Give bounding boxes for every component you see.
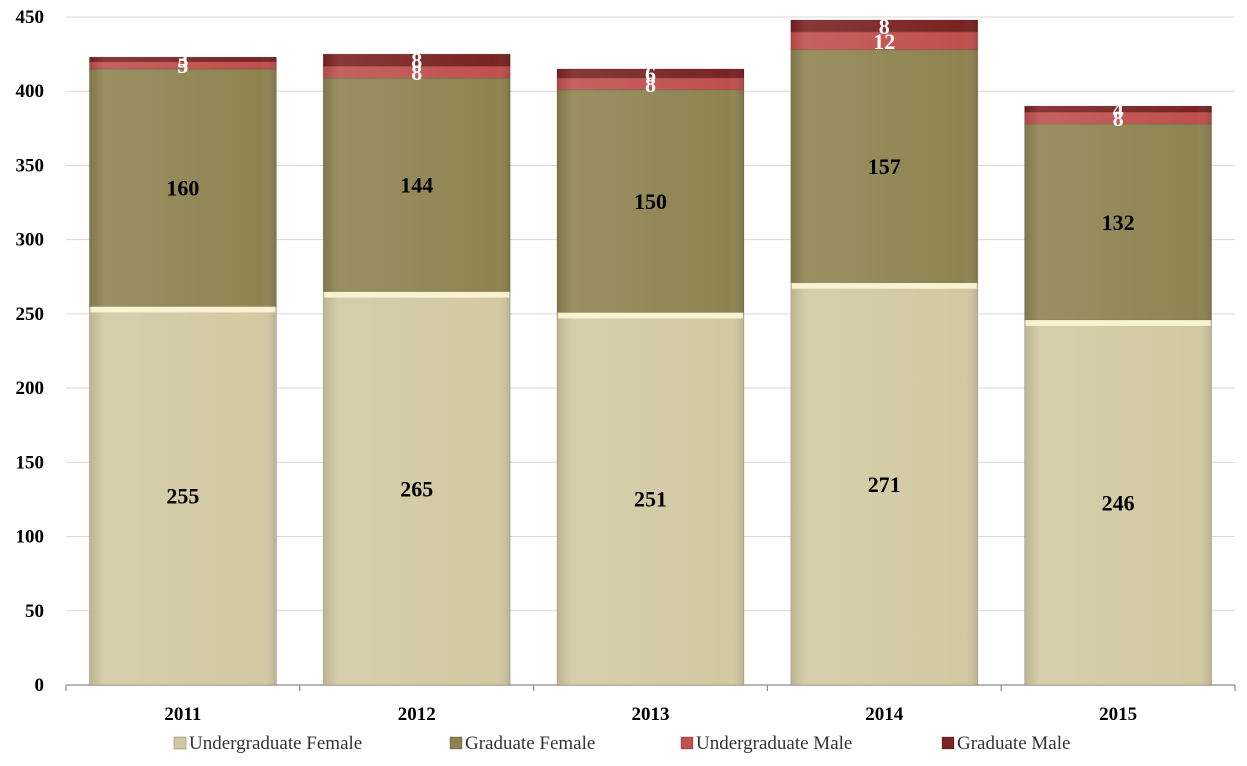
bar-segment-shading [1024, 112, 1212, 124]
y-tick-label: 250 [16, 304, 45, 325]
legend-label-graduate-male: Graduate Male [957, 733, 1070, 754]
bar-segment-shading [89, 306, 277, 685]
data-label-graduate-female-2013: 150 [634, 189, 667, 214]
data-label-graduate-female-2012: 144 [400, 173, 433, 198]
bar-segment-shading [323, 291, 511, 685]
bar-top-highlight [558, 312, 743, 319]
bar-segment-shading [557, 312, 744, 685]
x-tick-label: 2012 [398, 704, 436, 725]
bar-segment-shading [790, 19, 978, 32]
bar-segment-shading [323, 77, 511, 292]
x-tick-label: 2013 [632, 704, 670, 725]
bar-segment-shading [790, 49, 978, 283]
y-tick-label: 0 [35, 675, 45, 696]
bars [89, 19, 1212, 686]
bar-segment-shading [1024, 319, 1212, 685]
data-label-undergraduate-female-2013: 251 [634, 487, 667, 512]
data-label-undergraduate-male-2014: 12 [873, 29, 895, 54]
legend-swatch-graduate-male [941, 736, 955, 750]
data-label-graduate-male-2012: 8 [411, 48, 422, 73]
legend-swatch-undergraduate-male [680, 736, 694, 750]
data-label-undergraduate-male-2013: 8 [645, 72, 656, 97]
bar-segment-shading [323, 54, 511, 66]
y-tick-label: 50 [25, 601, 44, 622]
legend-label-graduate-female: Graduate Female [465, 733, 595, 754]
legend: Undergraduate Female Graduate Female Under… [173, 733, 1070, 754]
data-label-graduate-male-2013: 6 [645, 61, 656, 86]
data-label-graduate-female-2015: 132 [1102, 210, 1135, 235]
y-tick-label: 100 [16, 527, 45, 548]
bar-segment-shading [323, 65, 511, 78]
data-label-undergraduate-female-2014: 271 [868, 472, 901, 497]
data-label-graduate-male-2014: 8 [879, 14, 890, 39]
data-label-graduate-male-2015: 4 [1113, 97, 1124, 122]
y-tick-label: 350 [16, 155, 45, 176]
bar-segment-shading [557, 89, 744, 313]
y-tick-label: 150 [16, 452, 45, 473]
legend-swatch-graduate-female [449, 736, 463, 750]
legend-swatch-undergraduate-female [173, 736, 187, 750]
bar-top-highlight [791, 282, 977, 289]
x-tick-label: 2015 [1099, 704, 1137, 725]
bar-segment-shading [89, 61, 277, 69]
x-tick-label: 2011 [164, 704, 201, 725]
y-tick-label: 450 [16, 7, 45, 28]
bar-segment-shading [557, 68, 744, 78]
data-label-graduate-female-2014: 157 [868, 154, 901, 179]
y-tick-label: 200 [16, 378, 45, 399]
x-tick-label: 2014 [865, 704, 904, 725]
data-labels: 2551605326514488251150862711571282461328… [166, 14, 1134, 516]
bar-segment-shading [89, 57, 277, 62]
y-tick-label: 400 [16, 81, 45, 102]
data-label-undergraduate-female-2012: 265 [400, 476, 433, 501]
legend-label-undergraduate-female: Undergraduate Female [189, 733, 362, 754]
bar-segment-shading [790, 31, 978, 50]
bar-top-highlight [1025, 319, 1211, 326]
bar-segment-shading [1024, 106, 1212, 113]
bar-segment-shading [557, 77, 744, 90]
bar-top-highlight [90, 306, 276, 313]
data-label-undergraduate-male-2015: 8 [1113, 106, 1124, 131]
data-label-graduate-female-2011: 160 [166, 176, 199, 201]
bar-segment-shading [89, 68, 277, 307]
y-tick-label: 300 [16, 230, 45, 251]
bar-top-highlight [324, 291, 510, 298]
bar-segment-shading [1024, 123, 1212, 320]
data-label-undergraduate-female-2011: 255 [166, 484, 199, 509]
data-label-graduate-male-2011: 3 [177, 47, 188, 72]
legend-label-undergraduate-male: Undergraduate Male [696, 733, 852, 754]
data-label-undergraduate-female-2015: 246 [1102, 490, 1135, 515]
bar-segment-shading [790, 282, 978, 685]
data-label-undergraduate-male-2011: 5 [177, 53, 188, 78]
data-label-undergraduate-male-2012: 8 [411, 60, 422, 85]
